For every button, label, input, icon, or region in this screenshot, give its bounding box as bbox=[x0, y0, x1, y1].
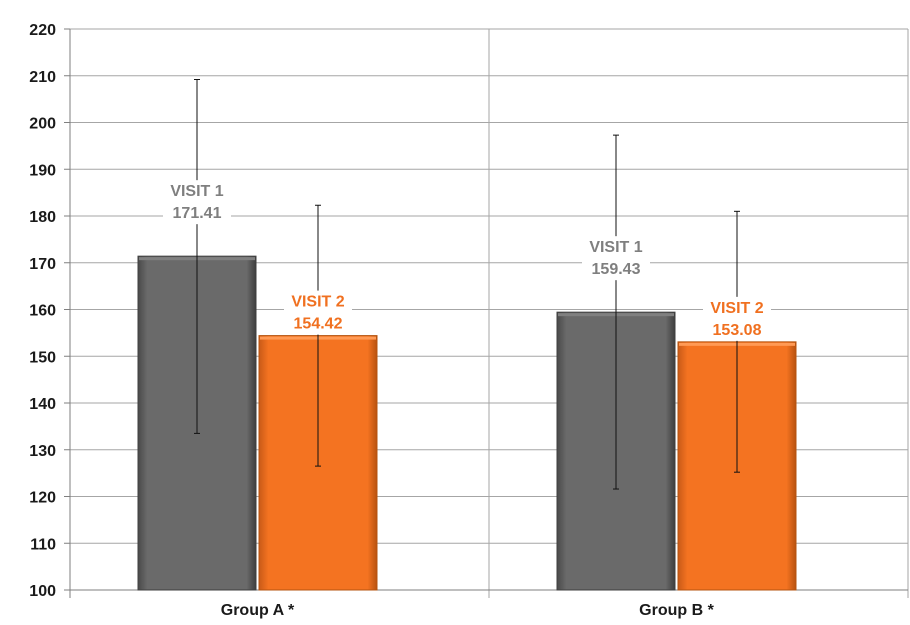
x-category-label: Group A * bbox=[221, 602, 295, 619]
y-tick-label: 160 bbox=[29, 303, 56, 320]
y-tick-label: 120 bbox=[29, 490, 56, 507]
y-tick-label: 200 bbox=[29, 116, 56, 133]
x-category-labels: Group A * Group B * bbox=[221, 602, 715, 619]
y-tick-label: 170 bbox=[29, 256, 56, 273]
data-label-bg bbox=[703, 296, 771, 341]
x-category-label: Group B * bbox=[639, 602, 714, 619]
bars bbox=[137, 255, 797, 591]
data-label-series: VISIT 1 bbox=[170, 183, 223, 200]
data-label-series: VISIT 2 bbox=[710, 300, 763, 317]
data-label-value: 159.43 bbox=[592, 261, 641, 278]
y-tick-label: 150 bbox=[29, 349, 56, 366]
data-label-bg bbox=[163, 180, 231, 225]
y-tick-label: 100 bbox=[29, 583, 56, 600]
y-tick-label: 190 bbox=[29, 162, 56, 179]
data-label-series: VISIT 2 bbox=[291, 294, 344, 311]
data-label-value: 171.41 bbox=[173, 205, 222, 222]
y-tick-label: 210 bbox=[29, 69, 56, 86]
y-tick-label: 140 bbox=[29, 396, 56, 413]
data-label-bg bbox=[582, 236, 650, 281]
y-tick-label: 130 bbox=[29, 443, 56, 460]
error-bars bbox=[194, 78, 740, 490]
data-label-series: VISIT 1 bbox=[589, 239, 642, 256]
y-tick-label: 180 bbox=[29, 209, 56, 226]
data-label-bg bbox=[284, 290, 352, 335]
data-label-value: 153.08 bbox=[713, 322, 762, 339]
data-label-value: 154.42 bbox=[294, 316, 343, 333]
y-tick-label: 110 bbox=[30, 536, 56, 553]
y-tick-labels: 100 110 120 130 140 150 160 170 180 190 200 210 220 bbox=[29, 22, 56, 600]
y-tick-label: 220 bbox=[29, 22, 56, 39]
data-labels: VISIT 1 171.41 VISIT 2 154.42 VISIT 1 159.43 V… bbox=[163, 180, 771, 341]
